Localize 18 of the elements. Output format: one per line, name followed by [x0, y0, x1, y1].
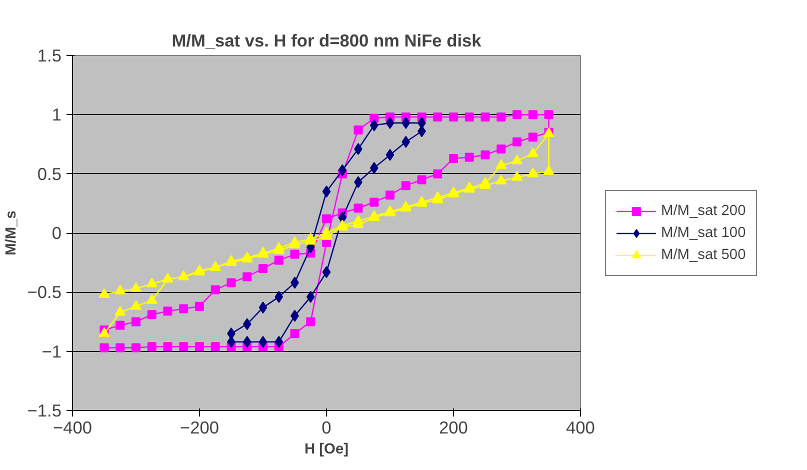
y-axis-title: M/M_s — [3, 210, 20, 256]
y-tick-label: 0.5 — [37, 164, 62, 184]
legend-label: M/M_sat 500 — [661, 246, 746, 262]
y-tick-label: −1.5 — [27, 400, 62, 420]
x-tick-label: 400 — [566, 418, 595, 438]
x-tick-label: −400 — [52, 418, 92, 438]
y-tick-label: 0 — [52, 223, 62, 243]
legend-label: M/M_sat 200 — [661, 202, 746, 218]
x-tick-label: −200 — [180, 418, 220, 438]
y-tick-label: −1 — [42, 341, 62, 362]
x-tick-label: 0 — [322, 418, 332, 438]
legend-label: M/M_sat 100 — [661, 224, 746, 240]
x-tick-label: 200 — [439, 418, 468, 438]
y-tick-label: 1.5 — [37, 46, 62, 66]
y-tick-label: 1 — [52, 104, 62, 125]
x-axis-title: H [Oe] — [304, 442, 349, 458]
chart-title: M/M_sat vs. H for d=800 nm NiFe disk — [172, 30, 482, 50]
y-tick-label: −0.5 — [27, 282, 62, 302]
